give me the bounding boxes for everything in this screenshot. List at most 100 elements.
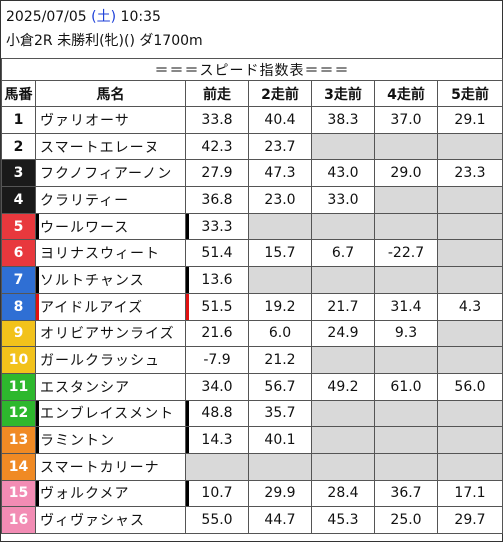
table-row: 5 ウールワース 33.3 <box>1 212 503 241</box>
horse-number-cell: 4 <box>1 186 36 214</box>
table-row: 11 エスタンシア 34.0 56.7 49.2 61.0 56.0 <box>1 372 503 401</box>
horse-name-cell: フクノフィアーノン <box>35 159 186 188</box>
horse-name-cell: ガールクラッシュ <box>35 346 186 374</box>
speed-value-cell: 48.8 <box>185 399 249 428</box>
speed-value-cell: 17.1 <box>437 479 503 508</box>
race-time: 10:35 <box>120 9 161 25</box>
speed-value-cell: 23.3 <box>437 159 503 188</box>
speed-value-cell <box>311 452 375 481</box>
speed-value-cell <box>437 212 503 241</box>
table-row: 3 フクノフィアーノン 27.9 47.3 43.0 29.0 23.3 <box>1 159 503 188</box>
speed-value-cell: 21.7 <box>311 292 375 321</box>
speed-value-cell: 28.4 <box>311 479 375 508</box>
horse-name-cell: ヴォルクメア <box>35 479 186 508</box>
speed-value-cell <box>248 452 312 481</box>
speed-value-cell <box>248 266 312 294</box>
table-row: 1 ヴァリオーサ 33.8 40.4 38.3 37.0 29.1 <box>1 106 503 134</box>
table-title: ＝＝＝スピード指数表＝＝＝ <box>1 58 503 81</box>
table-row: 8 アイドルアイズ 51.5 19.2 21.7 31.4 4.3 <box>1 292 503 321</box>
race-weekday: (土) <box>91 9 117 25</box>
speed-value-cell: 34.0 <box>185 372 249 401</box>
speed-value-cell: 24.9 <box>311 319 375 348</box>
speed-value-cell: 13.6 <box>185 266 249 294</box>
column-header-3-races-ago: 3走前 <box>311 80 375 107</box>
horse-name-cell: エンブレイスメント <box>35 399 186 428</box>
race-date: 2025/07/05 <box>6 9 87 25</box>
speed-value-cell <box>374 426 438 454</box>
table-row: 13 ラミントン 14.3 40.1 <box>1 426 503 454</box>
horse-name-cell: ラミントン <box>35 426 186 454</box>
race-info: 小倉2R 未勝利(牝)() ダ1700m <box>6 33 203 49</box>
speed-value-cell <box>311 266 375 294</box>
column-header-5-races-ago: 5走前 <box>437 80 503 107</box>
speed-value-cell: 21.2 <box>248 346 312 374</box>
speed-value-cell: 15.7 <box>248 239 312 268</box>
speed-value-cell: 49.2 <box>311 372 375 401</box>
horse-name-cell: スマートカリーナ <box>35 452 186 481</box>
table-row: 12 エンブレイスメント 48.8 35.7 <box>1 399 503 428</box>
speed-value-cell: 10.7 <box>185 479 249 508</box>
horse-number-cell: 9 <box>1 319 36 348</box>
horse-number-cell: 8 <box>1 292 36 321</box>
column-header-number: 馬番 <box>1 80 36 107</box>
speed-value-cell: 51.5 <box>185 292 249 321</box>
speed-value-cell: 40.4 <box>248 106 312 134</box>
speed-value-cell <box>437 186 503 214</box>
speed-value-cell <box>374 399 438 428</box>
speed-value-cell: 44.7 <box>248 506 312 534</box>
speed-value-cell: 36.8 <box>185 186 249 214</box>
speed-value-cell: 25.0 <box>374 506 438 534</box>
speed-value-cell <box>311 212 375 241</box>
horse-name-cell: クラリティー <box>35 186 186 214</box>
horse-number-cell: 3 <box>1 159 36 188</box>
speed-value-cell <box>248 212 312 241</box>
speed-value-cell: 47.3 <box>248 159 312 188</box>
speed-value-cell <box>374 132 438 161</box>
race-datetime: 2025/07/05 (土) 10:35 <box>6 8 161 26</box>
speed-value-cell: 33.3 <box>185 212 249 241</box>
table-row: 16 ヴィヴァシャス 55.0 44.7 45.3 25.0 29.7 <box>1 506 503 534</box>
horse-number-cell: 12 <box>1 399 36 428</box>
speed-value-cell: 29.9 <box>248 479 312 508</box>
horse-number-cell: 10 <box>1 346 36 374</box>
speed-value-cell: 35.7 <box>248 399 312 428</box>
speed-value-cell <box>437 132 503 161</box>
speed-value-cell: 56.0 <box>437 372 503 401</box>
speed-value-cell: 37.0 <box>374 106 438 134</box>
speed-value-cell: 29.7 <box>437 506 503 534</box>
speed-value-cell <box>185 452 249 481</box>
speed-value-cell: 21.6 <box>185 319 249 348</box>
table-row: 7 ソルトチャンス 13.6 <box>1 266 503 294</box>
column-header-name: 馬名 <box>35 80 186 107</box>
speed-value-cell: 51.4 <box>185 239 249 268</box>
speed-value-cell: 36.7 <box>374 479 438 508</box>
table-row: 2 スマートエレーヌ 42.3 23.7 <box>1 132 503 161</box>
horse-number-cell: 15 <box>1 479 36 508</box>
speed-value-cell <box>311 399 375 428</box>
horse-number-cell: 14 <box>1 452 36 481</box>
speed-value-cell: -7.9 <box>185 346 249 374</box>
horse-name-cell: ウールワース <box>35 212 186 241</box>
speed-value-cell: 14.3 <box>185 426 249 454</box>
table-row: 4 クラリティー 36.8 23.0 33.0 <box>1 186 503 214</box>
speed-value-cell <box>374 266 438 294</box>
speed-value-cell <box>437 452 503 481</box>
horse-number-cell: 1 <box>1 106 36 134</box>
speed-value-cell: 6.7 <box>311 239 375 268</box>
column-header-last-race: 前走 <box>185 80 249 107</box>
speed-value-cell <box>374 186 438 214</box>
column-header-4-races-ago: 4走前 <box>374 80 438 107</box>
horse-name-cell: アイドルアイズ <box>35 292 186 321</box>
horse-number-cell: 13 <box>1 426 36 454</box>
speed-value-cell: 43.0 <box>311 159 375 188</box>
horse-name-cell: ソルトチャンス <box>35 266 186 294</box>
speed-value-cell <box>437 266 503 294</box>
speed-value-cell: 33.8 <box>185 106 249 134</box>
speed-value-cell: 9.3 <box>374 319 438 348</box>
speed-value-cell <box>311 346 375 374</box>
speed-value-cell: 29.0 <box>374 159 438 188</box>
column-header-2-races-ago: 2走前 <box>248 80 312 107</box>
speed-value-cell <box>311 132 375 161</box>
horse-name-cell: オリビアサンライズ <box>35 319 186 348</box>
speed-value-cell <box>311 426 375 454</box>
